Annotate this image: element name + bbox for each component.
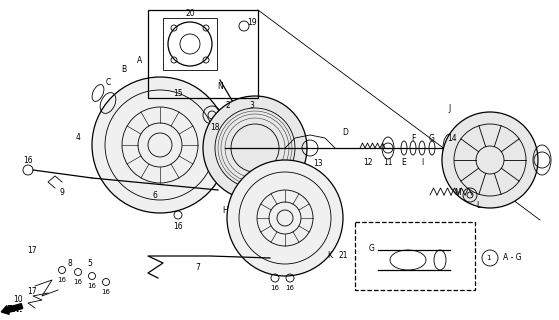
- FancyArrow shape: [1, 304, 23, 314]
- Bar: [355, 222, 475, 290]
- Text: J: J: [449, 103, 451, 113]
- Text: 18: 18: [210, 123, 220, 132]
- Text: G: G: [369, 244, 375, 252]
- Text: 16: 16: [102, 289, 111, 295]
- Text: 20: 20: [185, 9, 195, 18]
- Text: 17: 17: [27, 245, 37, 254]
- Text: A - G: A - G: [503, 253, 522, 262]
- Text: 15: 15: [173, 89, 183, 98]
- Text: 16: 16: [173, 221, 183, 230]
- Text: 9: 9: [60, 188, 64, 196]
- Text: FR.: FR.: [6, 305, 22, 314]
- Text: 4: 4: [75, 132, 80, 141]
- Text: 10: 10: [13, 295, 23, 305]
- Text: 6: 6: [153, 190, 158, 199]
- Text: N: N: [217, 82, 223, 91]
- Text: 16: 16: [23, 156, 33, 164]
- Text: 7: 7: [196, 263, 201, 273]
- Text: 21: 21: [338, 252, 348, 260]
- Text: D: D: [342, 127, 348, 137]
- Text: 16: 16: [88, 283, 97, 289]
- Text: 16: 16: [271, 285, 280, 291]
- Text: 19: 19: [247, 18, 257, 27]
- Text: C: C: [106, 77, 111, 86]
- Bar: [148, 10, 258, 98]
- Circle shape: [442, 112, 538, 208]
- Text: 1: 1: [486, 255, 490, 261]
- Text: 16: 16: [286, 285, 295, 291]
- Circle shape: [203, 96, 307, 200]
- Text: G: G: [429, 133, 435, 142]
- Text: H: H: [222, 205, 228, 214]
- Text: I: I: [421, 157, 423, 166]
- Text: 16: 16: [58, 277, 67, 283]
- Text: 16: 16: [73, 279, 83, 285]
- Text: E: E: [401, 157, 406, 166]
- Text: 11: 11: [383, 157, 393, 166]
- Text: 8: 8: [68, 259, 72, 268]
- Text: B: B: [121, 65, 126, 74]
- Text: A: A: [138, 55, 143, 65]
- Text: M: M: [454, 188, 461, 196]
- Text: L: L: [476, 201, 480, 210]
- Text: 14: 14: [447, 133, 457, 142]
- Bar: [163, 18, 217, 70]
- Text: 5: 5: [88, 259, 92, 268]
- Text: F: F: [411, 133, 415, 142]
- Text: 17: 17: [27, 287, 37, 297]
- Text: 13: 13: [313, 158, 323, 167]
- Text: 2: 2: [226, 100, 230, 109]
- Text: 3: 3: [249, 100, 254, 109]
- Text: 12: 12: [363, 157, 373, 166]
- Circle shape: [92, 77, 228, 213]
- Circle shape: [227, 160, 343, 276]
- Text: K: K: [328, 252, 333, 260]
